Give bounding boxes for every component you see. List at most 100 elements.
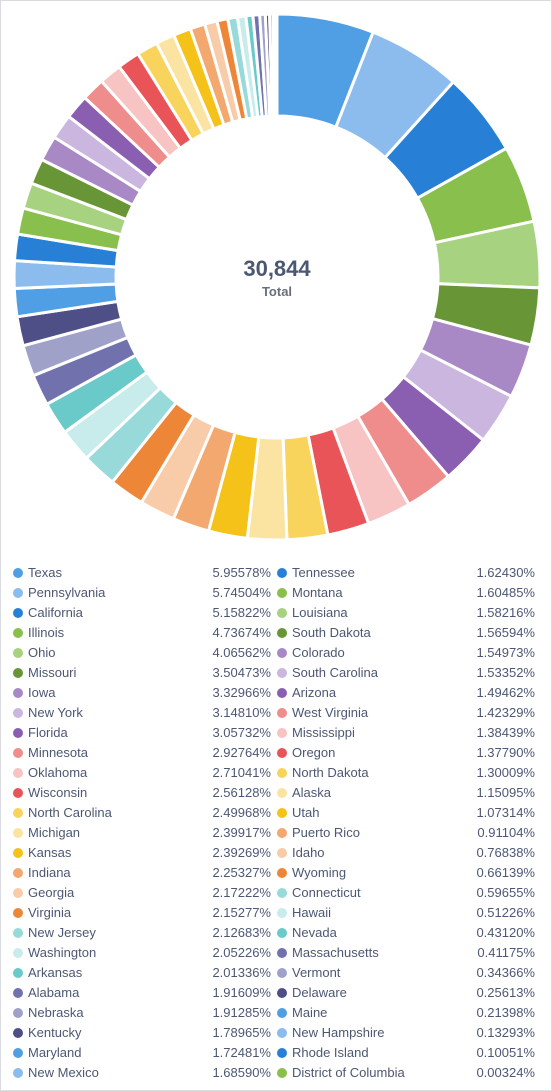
legend-item-label: California: [28, 605, 83, 620]
legend-item[interactable]: Indiana 2.25327%: [13, 863, 275, 883]
legend-item-percent: 1.07314%: [476, 805, 535, 820]
legend-color-dot: [13, 748, 23, 758]
legend-item[interactable]: Hawaii 0.51226%: [277, 903, 539, 923]
legend-item-percent: 5.74504%: [212, 585, 271, 600]
legend-item-percent: 1.78965%: [212, 1025, 271, 1040]
legend-item[interactable]: Colorado 1.54973%: [277, 643, 539, 663]
legend-item-label: Utah: [292, 805, 320, 820]
legend-item[interactable]: District of Columbia 0.00324%: [277, 1063, 539, 1083]
legend-item[interactable]: Maine 0.21398%: [277, 1003, 539, 1023]
legend-item-percent: 0.91104%: [477, 825, 535, 840]
legend-item-percent: 3.05732%: [212, 725, 271, 740]
legend-color-dot: [13, 688, 23, 698]
legend-item[interactable]: Minnesota 2.92764%: [13, 743, 275, 763]
legend-item-label: District of Columbia: [292, 1065, 405, 1080]
legend-item[interactable]: Wyoming 0.66139%: [277, 863, 539, 883]
legend-item[interactable]: Virginia 2.15277%: [13, 903, 275, 923]
legend-item-label: Kentucky: [28, 1025, 82, 1040]
legend-item-label: Rhode Island: [292, 1045, 369, 1060]
legend-item[interactable]: New Hampshire 0.13293%: [277, 1023, 539, 1043]
legend-color-dot: [277, 648, 287, 658]
legend-item[interactable]: Montana 1.60485%: [277, 583, 539, 603]
legend-color-dot: [277, 828, 287, 838]
legend-item-label: Virginia: [28, 905, 72, 920]
legend-item[interactable]: Missouri 3.50473%: [13, 663, 275, 683]
legend-item-label: Arkansas: [28, 965, 83, 980]
legend-item-label: Ohio: [28, 645, 56, 660]
legend-item[interactable]: Kansas 2.39269%: [13, 843, 275, 863]
legend-item-label: Maine: [292, 1005, 328, 1020]
legend-item[interactable]: North Carolina 2.49968%: [13, 803, 275, 823]
legend-item[interactable]: North Dakota 1.30009%: [277, 763, 539, 783]
legend-item-percent: 0.13293%: [476, 1025, 535, 1040]
legend-item[interactable]: Arkansas 2.01336%: [13, 963, 275, 983]
legend-color-dot: [13, 1068, 23, 1078]
legend-color-dot: [13, 568, 23, 578]
legend-item[interactable]: New Mexico 1.68590%: [13, 1063, 275, 1083]
legend-item[interactable]: Alabama 1.91609%: [13, 983, 275, 1003]
legend-item-percent: 1.42329%: [476, 705, 535, 720]
legend-item[interactable]: Vermont 0.34366%: [277, 963, 539, 983]
legend-item[interactable]: Connecticut 0.59655%: [277, 883, 539, 903]
legend-item-label: Mississippi: [292, 725, 355, 740]
legend-item[interactable]: Alaska 1.15095%: [277, 783, 539, 803]
legend-item-label: Florida: [28, 725, 68, 740]
legend-item[interactable]: West Virginia 1.42329%: [277, 703, 539, 723]
legend-item[interactable]: Nebraska 1.91285%: [13, 1003, 275, 1023]
legend-column-right: Tennessee 1.62430% Montana 1.60485% Louisian…: [277, 563, 539, 1083]
legend-item[interactable]: Maryland 1.72481%: [13, 1043, 275, 1063]
legend-item[interactable]: Nevada 0.43120%: [277, 923, 539, 943]
legend-item[interactable]: Texas 5.95578%: [13, 563, 275, 583]
legend-item[interactable]: Pennsylvania 5.74504%: [13, 583, 275, 603]
legend-item[interactable]: Kentucky 1.78965%: [13, 1023, 275, 1043]
legend-item-label: South Dakota: [292, 625, 371, 640]
legend-item-percent: 2.05226%: [212, 945, 271, 960]
legend-item-label: New Mexico: [28, 1065, 99, 1080]
legend-item[interactable]: Tennessee 1.62430%: [277, 563, 539, 583]
legend-item[interactable]: Florida 3.05732%: [13, 723, 275, 743]
donut-chart: 30,844 Total: [12, 12, 542, 542]
legend-item[interactable]: Delaware 0.25613%: [277, 983, 539, 1003]
legend-item-percent: 0.66139%: [476, 865, 535, 880]
legend-item[interactable]: Oregon 1.37790%: [277, 743, 539, 763]
legend-item[interactable]: Iowa 3.32966%: [13, 683, 275, 703]
legend-item-percent: 5.15822%: [212, 605, 271, 620]
legend-item[interactable]: New Jersey 2.12683%: [13, 923, 275, 943]
legend-item[interactable]: Arizona 1.49462%: [277, 683, 539, 703]
legend-item-percent: 4.06562%: [212, 645, 271, 660]
legend-item-percent: 1.60485%: [476, 585, 535, 600]
legend-color-dot: [13, 628, 23, 638]
legend-item-label: Michigan: [28, 825, 81, 840]
legend-item-label: Massachusetts: [292, 945, 379, 960]
legend-item[interactable]: New York 3.14810%: [13, 703, 275, 723]
legend-item[interactable]: Puerto Rico 0.91104%: [277, 823, 539, 843]
legend-item[interactable]: Illinois 4.73674%: [13, 623, 275, 643]
legend-item-percent: 2.39269%: [212, 845, 271, 860]
legend-item-percent: 1.53352%: [476, 665, 535, 680]
legend-item-percent: 3.14810%: [212, 705, 271, 720]
legend-item-label: Vermont: [292, 965, 341, 980]
legend-item-percent: 0.00324%: [476, 1065, 535, 1080]
legend-item[interactable]: Washington 2.05226%: [13, 943, 275, 963]
legend-item[interactable]: Utah 1.07314%: [277, 803, 539, 823]
legend-item-percent: 1.91285%: [212, 1005, 271, 1020]
legend-item[interactable]: Michigan 2.39917%: [13, 823, 275, 843]
legend-item[interactable]: California 5.15822%: [13, 603, 275, 623]
legend-item[interactable]: Ohio 4.06562%: [13, 643, 275, 663]
legend-item[interactable]: Georgia 2.17222%: [13, 883, 275, 903]
legend-item[interactable]: Mississippi 1.38439%: [277, 723, 539, 743]
legend-item-label: Nevada: [292, 925, 337, 940]
legend-item[interactable]: Massachusetts 0.41175%: [277, 943, 539, 963]
legend-color-dot: [13, 948, 23, 958]
legend-color-dot: [277, 668, 287, 678]
legend-item-label: Kansas: [28, 845, 72, 860]
legend-item[interactable]: South Carolina 1.53352%: [277, 663, 539, 683]
legend-item[interactable]: Louisiana 1.58216%: [277, 603, 539, 623]
legend-item[interactable]: Rhode Island 0.10051%: [277, 1043, 539, 1063]
legend-item[interactable]: Oklahoma 2.71041%: [13, 763, 275, 783]
legend-item[interactable]: South Dakota 1.56594%: [277, 623, 539, 643]
legend-color-dot: [277, 888, 287, 898]
legend-item[interactable]: Wisconsin 2.56128%: [13, 783, 275, 803]
legend-item-percent: 1.58216%: [476, 605, 535, 620]
legend-item[interactable]: Idaho 0.76838%: [277, 843, 539, 863]
